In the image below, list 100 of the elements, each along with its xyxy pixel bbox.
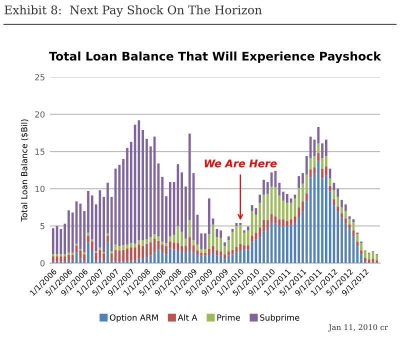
bar — [87, 232, 90, 236]
bar — [106, 233, 109, 236]
bar — [200, 256, 203, 264]
bar — [220, 230, 222, 238]
bar — [68, 254, 70, 261]
bar — [122, 245, 125, 250]
bar — [282, 219, 284, 226]
bar — [224, 242, 226, 246]
bar — [336, 206, 340, 212]
bar — [305, 193, 308, 202]
bar — [286, 220, 288, 226]
bar — [90, 239, 94, 242]
bar — [286, 202, 288, 221]
bar — [165, 243, 168, 246]
bar — [243, 230, 246, 233]
bar — [110, 253, 113, 261]
bar — [227, 256, 230, 264]
bar — [180, 252, 184, 264]
chart-title: Total Loan Balance That Will Experience Payshock — [49, 51, 382, 64]
bar — [52, 256, 54, 262]
bar — [149, 256, 152, 264]
bar — [317, 143, 320, 154]
bar — [317, 153, 320, 160]
bar — [246, 245, 250, 250]
legend-label: Subprime — [260, 314, 300, 322]
bar — [298, 176, 300, 188]
bar — [126, 248, 128, 261]
bar — [344, 211, 347, 218]
bar — [64, 256, 66, 262]
bar — [262, 180, 265, 195]
bar — [102, 253, 105, 261]
bar — [321, 168, 324, 178]
bar — [258, 194, 262, 203]
bar — [294, 194, 296, 198]
bar — [325, 175, 328, 264]
bar — [200, 252, 203, 256]
bar — [52, 228, 54, 254]
bar — [340, 200, 343, 208]
bar — [192, 240, 195, 246]
bar — [146, 257, 148, 264]
bar — [239, 244, 242, 250]
bar — [348, 219, 351, 224]
bar — [146, 244, 148, 258]
bar — [161, 252, 164, 264]
bar — [239, 250, 242, 264]
bar — [161, 242, 164, 245]
bar — [227, 236, 230, 240]
bar — [321, 158, 324, 169]
bar — [146, 239, 148, 244]
bar — [204, 256, 206, 264]
bar — [224, 258, 226, 264]
bar — [286, 226, 288, 264]
bar — [114, 244, 117, 250]
y-axis-title: Total Loan Balance ($Bil) — [20, 119, 28, 222]
bar — [68, 210, 70, 253]
bar — [184, 252, 187, 264]
bar — [126, 260, 128, 264]
bar — [262, 231, 265, 264]
bar — [220, 256, 222, 264]
bar — [239, 222, 242, 226]
annotation: We Are Here — [204, 160, 277, 168]
y-tick-label: 15 — [35, 148, 44, 155]
bar — [243, 245, 246, 250]
bar — [149, 237, 152, 242]
bar — [142, 240, 144, 246]
bar — [168, 248, 172, 264]
bar — [130, 243, 132, 248]
bar — [364, 258, 366, 262]
bar — [83, 252, 86, 254]
bar — [360, 250, 362, 254]
bar — [126, 244, 128, 248]
bar — [321, 143, 324, 158]
bar — [168, 236, 172, 242]
bar — [344, 204, 347, 212]
legend-label: Alt A — [178, 314, 198, 321]
bar — [161, 244, 164, 252]
bar — [188, 220, 191, 238]
y-tick-label: 5 — [40, 223, 44, 230]
bar — [87, 242, 90, 264]
bar — [227, 251, 230, 256]
bar — [286, 194, 288, 203]
bar — [340, 213, 343, 218]
bar — [130, 248, 132, 261]
bar — [130, 260, 132, 264]
bar — [356, 234, 359, 242]
bar — [325, 140, 328, 156]
y-tick-label: 0 — [40, 260, 45, 266]
bar — [325, 166, 328, 176]
bar — [278, 226, 281, 264]
bar — [224, 254, 226, 259]
bar — [376, 254, 378, 260]
legend-label: Option ARM — [110, 314, 158, 322]
bar — [364, 251, 366, 258]
bar — [243, 250, 246, 264]
bar — [106, 236, 109, 242]
y-tick-label: 25 — [35, 74, 44, 80]
bar — [68, 260, 70, 264]
bar — [106, 242, 109, 264]
bar — [204, 252, 206, 256]
y-tick-label: 10 — [35, 186, 45, 192]
